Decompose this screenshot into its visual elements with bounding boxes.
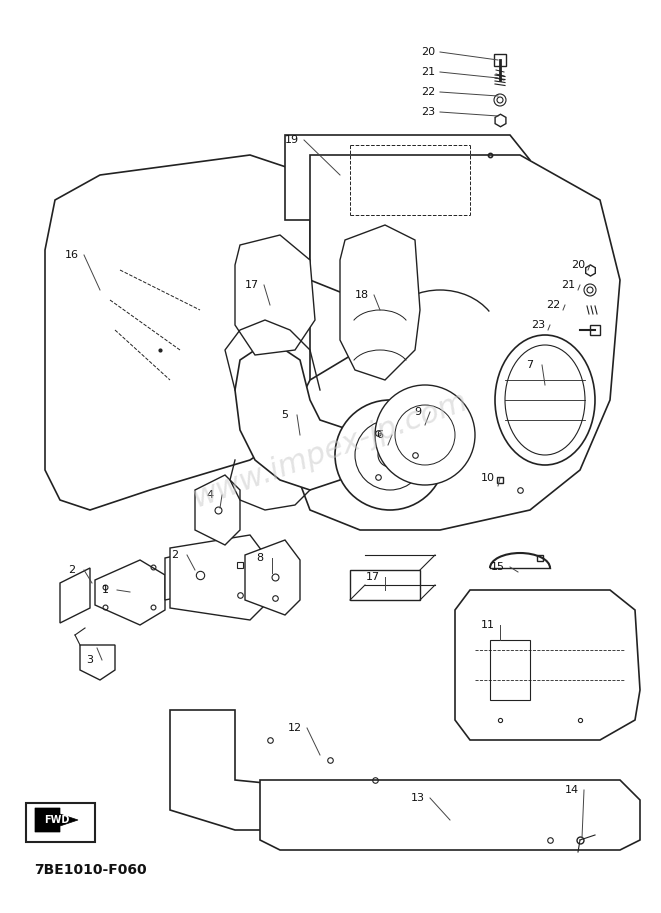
Polygon shape bbox=[455, 590, 640, 740]
Text: 22: 22 bbox=[546, 300, 560, 310]
Text: 2: 2 bbox=[171, 550, 178, 560]
Circle shape bbox=[378, 443, 402, 467]
Text: 21: 21 bbox=[561, 280, 575, 290]
Text: 22: 22 bbox=[421, 87, 435, 97]
Ellipse shape bbox=[495, 335, 595, 465]
Text: 3: 3 bbox=[87, 655, 93, 665]
Text: 15: 15 bbox=[491, 562, 505, 572]
Circle shape bbox=[587, 287, 593, 293]
FancyBboxPatch shape bbox=[26, 803, 95, 842]
Circle shape bbox=[355, 420, 425, 490]
Text: 2: 2 bbox=[69, 565, 75, 575]
Text: 23: 23 bbox=[531, 320, 545, 330]
Text: 4: 4 bbox=[206, 490, 214, 500]
Text: 14: 14 bbox=[565, 785, 579, 795]
Polygon shape bbox=[235, 340, 360, 490]
FancyBboxPatch shape bbox=[350, 570, 420, 600]
Text: 20: 20 bbox=[421, 47, 435, 57]
Text: 5: 5 bbox=[282, 410, 288, 420]
Text: 8: 8 bbox=[256, 553, 264, 563]
Text: 7: 7 bbox=[526, 360, 533, 370]
Text: 9: 9 bbox=[414, 407, 422, 417]
Polygon shape bbox=[45, 155, 310, 510]
Text: 21: 21 bbox=[421, 67, 435, 77]
Circle shape bbox=[584, 284, 596, 296]
Circle shape bbox=[497, 97, 503, 103]
Text: 19: 19 bbox=[285, 135, 299, 145]
Text: 17: 17 bbox=[366, 572, 380, 582]
Ellipse shape bbox=[505, 345, 585, 455]
Circle shape bbox=[335, 400, 445, 510]
Text: 7BE1010-F060: 7BE1010-F060 bbox=[34, 863, 146, 877]
Polygon shape bbox=[95, 560, 165, 625]
Text: 17: 17 bbox=[245, 280, 259, 290]
Text: www.impex-jp.com: www.impex-jp.com bbox=[188, 386, 472, 513]
Text: 16: 16 bbox=[65, 250, 79, 260]
Text: 1: 1 bbox=[102, 585, 108, 595]
Text: 18: 18 bbox=[355, 290, 369, 300]
Circle shape bbox=[395, 405, 455, 465]
Polygon shape bbox=[490, 640, 530, 700]
Polygon shape bbox=[235, 235, 315, 355]
Polygon shape bbox=[340, 225, 420, 380]
Polygon shape bbox=[285, 135, 530, 220]
Text: 23: 23 bbox=[421, 107, 435, 117]
Polygon shape bbox=[60, 568, 90, 623]
Polygon shape bbox=[295, 155, 620, 530]
Circle shape bbox=[375, 385, 475, 485]
Polygon shape bbox=[195, 475, 240, 545]
Polygon shape bbox=[170, 710, 435, 830]
Polygon shape bbox=[80, 645, 115, 680]
Text: 10: 10 bbox=[481, 473, 495, 483]
Text: 20: 20 bbox=[571, 260, 585, 270]
Text: 13: 13 bbox=[411, 793, 425, 803]
Circle shape bbox=[494, 94, 506, 106]
Text: 11: 11 bbox=[481, 620, 495, 630]
Text: 12: 12 bbox=[288, 723, 302, 733]
Text: 6: 6 bbox=[377, 430, 383, 440]
Polygon shape bbox=[165, 548, 215, 600]
Polygon shape bbox=[245, 540, 300, 615]
Polygon shape bbox=[260, 780, 640, 850]
Polygon shape bbox=[170, 535, 265, 620]
Text: FWD: FWD bbox=[44, 815, 69, 825]
Polygon shape bbox=[35, 808, 78, 832]
